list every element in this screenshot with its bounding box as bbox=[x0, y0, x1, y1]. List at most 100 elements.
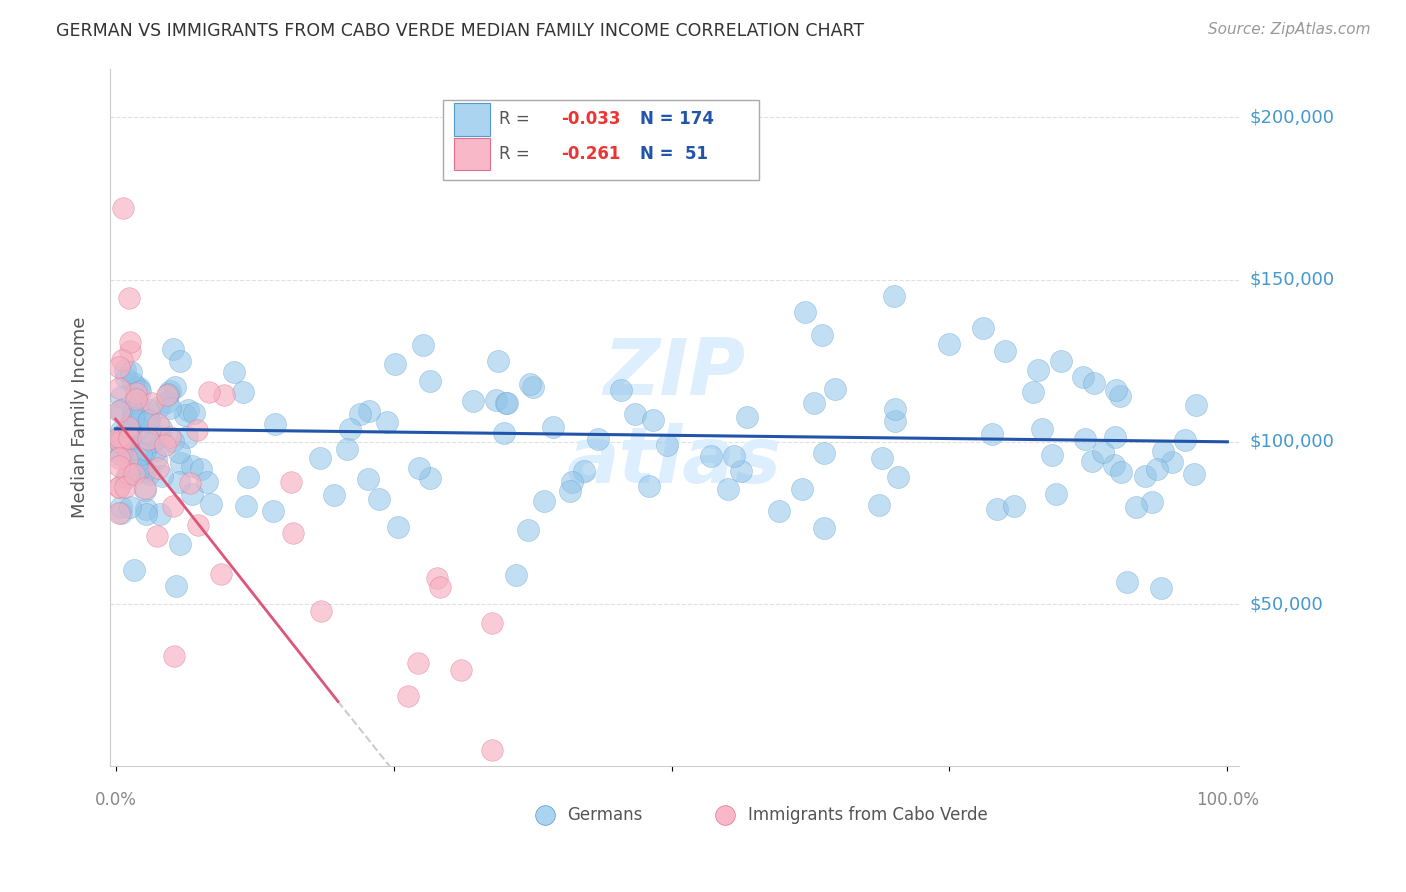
Point bbox=[163, 648, 186, 663]
Point bbox=[110, 404, 132, 418]
Text: -0.033: -0.033 bbox=[561, 111, 621, 128]
Point bbox=[1133, 468, 1156, 483]
Point bbox=[886, 470, 908, 484]
Point bbox=[157, 387, 180, 401]
Point bbox=[108, 459, 131, 474]
Point bbox=[165, 579, 187, 593]
Point bbox=[884, 414, 907, 428]
Point bbox=[141, 435, 163, 450]
Point bbox=[1040, 448, 1063, 462]
Point bbox=[1028, 363, 1050, 377]
Point bbox=[118, 500, 141, 514]
Point bbox=[169, 536, 191, 550]
Point bbox=[170, 456, 193, 470]
Point bbox=[122, 411, 145, 425]
Point bbox=[768, 503, 790, 517]
Point bbox=[1091, 445, 1114, 459]
Y-axis label: Median Family Income: Median Family Income bbox=[72, 317, 89, 518]
Point bbox=[136, 414, 159, 428]
Point bbox=[461, 394, 484, 409]
Point bbox=[146, 528, 169, 542]
Point bbox=[1049, 353, 1071, 368]
Point bbox=[264, 417, 287, 431]
Text: Germans: Germans bbox=[567, 806, 643, 824]
Point bbox=[868, 498, 890, 512]
Point bbox=[118, 431, 141, 445]
Point bbox=[115, 431, 138, 445]
Point bbox=[426, 571, 449, 585]
Point bbox=[339, 422, 361, 436]
Point bbox=[125, 390, 148, 404]
Point bbox=[883, 289, 905, 303]
Point bbox=[938, 337, 960, 351]
Point bbox=[790, 483, 813, 497]
Point bbox=[187, 517, 209, 532]
Point bbox=[972, 321, 994, 335]
Point bbox=[156, 388, 179, 402]
Point bbox=[813, 446, 835, 460]
Point bbox=[108, 404, 131, 418]
Point bbox=[124, 460, 146, 475]
Point bbox=[195, 475, 218, 489]
Point bbox=[125, 392, 148, 407]
Point bbox=[156, 395, 179, 409]
Point bbox=[122, 467, 145, 481]
Point bbox=[118, 291, 141, 305]
Point bbox=[813, 521, 835, 535]
Point bbox=[408, 461, 430, 475]
Point bbox=[533, 759, 555, 773]
Point bbox=[488, 353, 510, 368]
Point bbox=[572, 464, 595, 478]
Point bbox=[561, 475, 583, 489]
Point bbox=[236, 470, 259, 484]
Point bbox=[406, 656, 429, 670]
Text: N =  51: N = 51 bbox=[641, 145, 709, 163]
Point bbox=[148, 400, 170, 414]
Point bbox=[112, 201, 135, 215]
Point bbox=[336, 442, 359, 457]
Point bbox=[349, 407, 371, 421]
Text: R =: R = bbox=[499, 145, 536, 163]
Point bbox=[200, 496, 222, 510]
Point bbox=[623, 407, 645, 421]
Point bbox=[118, 467, 141, 482]
Point bbox=[131, 447, 153, 461]
Point bbox=[159, 430, 181, 444]
Point bbox=[396, 689, 419, 703]
Point bbox=[190, 462, 212, 476]
Point bbox=[167, 444, 190, 458]
Point bbox=[124, 386, 146, 401]
Point bbox=[717, 482, 740, 496]
Point bbox=[120, 423, 142, 437]
Point bbox=[368, 491, 391, 506]
Point bbox=[128, 384, 150, 398]
Point bbox=[124, 463, 146, 477]
Point bbox=[179, 475, 201, 490]
Point bbox=[870, 451, 893, 466]
Point bbox=[122, 405, 145, 419]
Point bbox=[108, 381, 131, 395]
Text: $50,000: $50,000 bbox=[1250, 595, 1323, 613]
Point bbox=[114, 443, 136, 458]
Point bbox=[150, 469, 173, 483]
Point bbox=[412, 338, 434, 352]
Point bbox=[159, 401, 181, 415]
Point bbox=[111, 353, 134, 368]
Point bbox=[108, 435, 131, 450]
Point bbox=[1104, 429, 1126, 443]
Point bbox=[994, 343, 1017, 358]
Point bbox=[124, 409, 146, 423]
Point bbox=[357, 472, 380, 486]
Point bbox=[981, 426, 1004, 441]
Point bbox=[884, 401, 907, 416]
Point bbox=[505, 568, 527, 582]
Point bbox=[419, 374, 441, 388]
Point bbox=[198, 385, 221, 400]
Point bbox=[138, 426, 160, 441]
Point bbox=[122, 563, 145, 577]
Point bbox=[180, 458, 202, 473]
Point bbox=[495, 396, 517, 410]
Point bbox=[145, 442, 167, 457]
Point bbox=[108, 506, 131, 520]
Point bbox=[108, 429, 131, 443]
